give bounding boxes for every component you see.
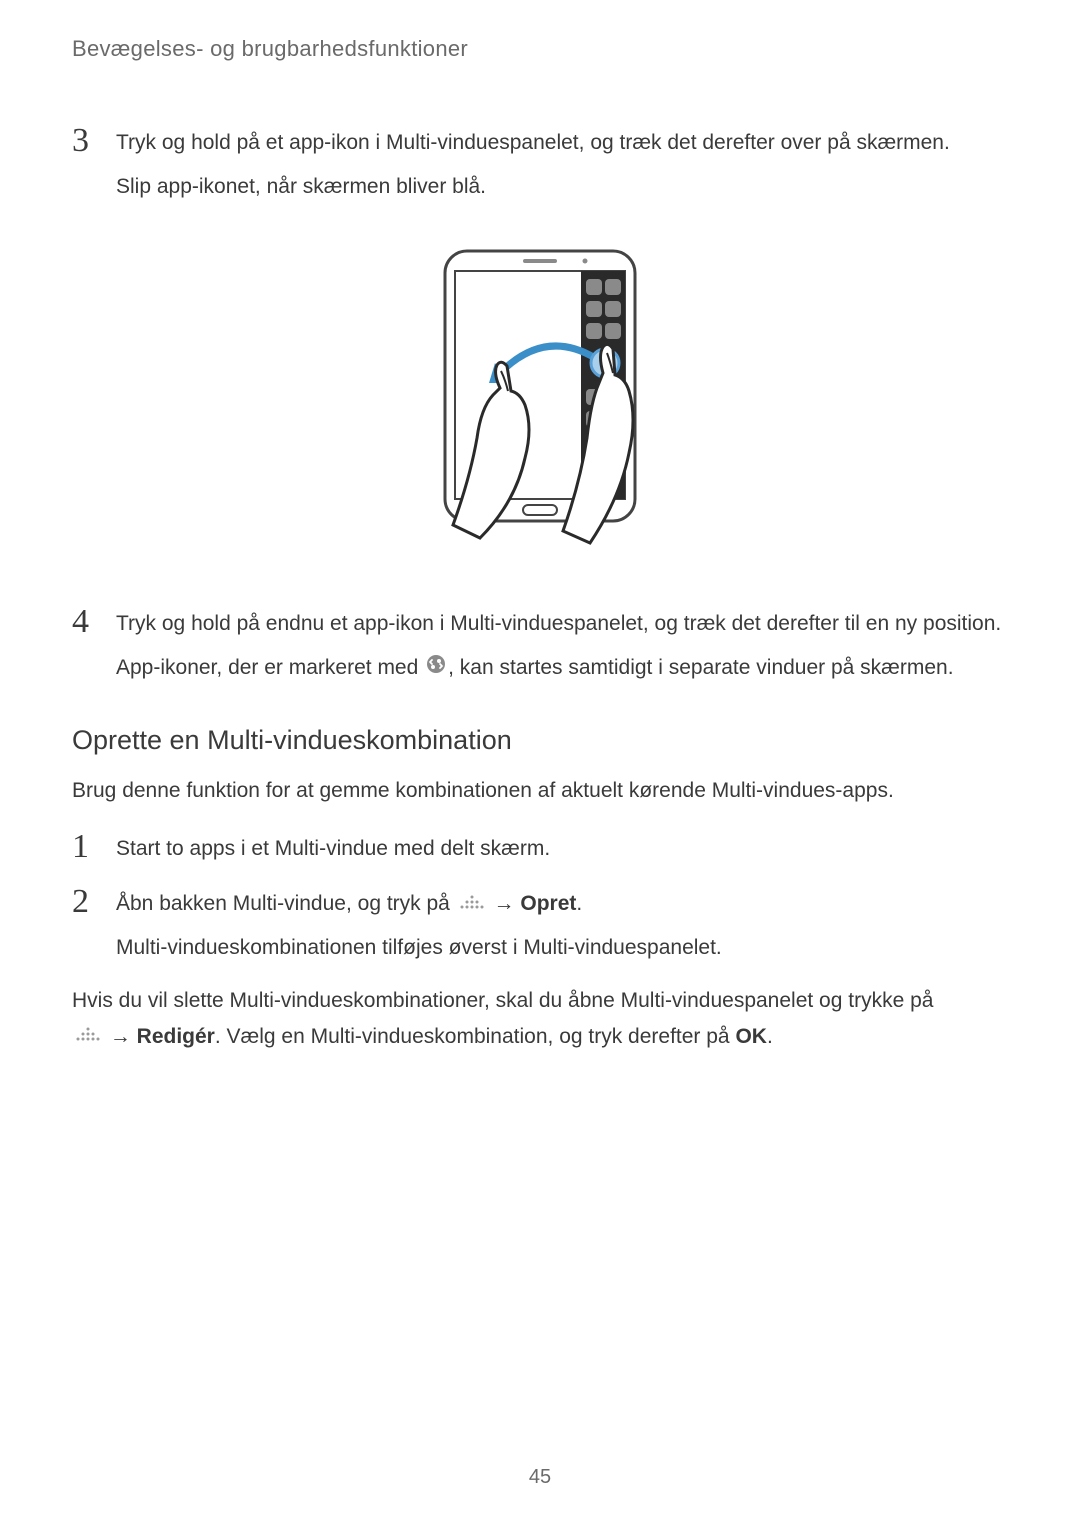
page-number: 45 (0, 1466, 1080, 1489)
step-4-line1: Tryk og hold på endnu et app-ikon i Mult… (116, 607, 1008, 641)
step-3-line2: Slip app-ikonet, når skærmen bliver blå. (116, 170, 1008, 204)
step-4-line2: App-ikoner, der er markeret med , kan st… (116, 651, 1008, 685)
step-1-number: 1 (72, 828, 116, 865)
step-2-opret: Opret (520, 892, 576, 915)
step-3-body: Tryk og hold på et app-ikon i Multi-vind… (116, 122, 1008, 213)
step-4: 4 Tryk og hold på endnu et app-ikon i Mu… (72, 603, 1008, 695)
step-3-number: 3 (72, 122, 116, 159)
closing-p6: . (767, 1025, 773, 1048)
step-2-line1: Åbn bakken Multi-vindue, og tryk på → Op… (116, 887, 1008, 921)
section-intro: Brug denne funktion for at gemme kombina… (72, 774, 1008, 808)
tray-dots-icon (458, 888, 486, 922)
closing-arrow: → (104, 1025, 137, 1048)
panel-icon (586, 323, 602, 339)
panel-icon (586, 301, 602, 317)
step-1-body: Start to apps i et Multi-vindue med delt… (116, 828, 1008, 876)
paired-apps-icon (426, 651, 446, 685)
phone-illustration (72, 243, 1008, 563)
step-1: 1 Start to apps i et Multi-vindue med de… (72, 828, 1008, 876)
step-4-line2b: , kan startes samtidigt i separate vindu… (448, 656, 953, 679)
phone-camera (583, 259, 588, 264)
step-3-line1: Tryk og hold på et app-ikon i Multi-vind… (116, 126, 1008, 160)
step-4-number: 4 (72, 603, 116, 640)
closing-p1: Hvis du vil slette Multi-vindueskombinat… (72, 989, 933, 1012)
panel-icon (605, 323, 621, 339)
step-2: 2 Åbn bakken Multi-vindue, og tryk på → … (72, 883, 1008, 975)
step-2-body: Åbn bakken Multi-vindue, og tryk på → Op… (116, 883, 1008, 975)
step-2-period: . (576, 892, 582, 915)
panel-icon (586, 279, 602, 295)
panel-icon (605, 301, 621, 317)
closing-rediger: Redigér (137, 1025, 215, 1048)
panel-icon (605, 279, 621, 295)
tray-dots-icon-2 (74, 1019, 102, 1055)
step-1-text: Start to apps i et Multi-vindue med delt… (116, 832, 1008, 866)
section-heading: Oprette en Multi-vindueskombination (72, 725, 1008, 756)
step-3: 3 Tryk og hold på et app-ikon i Multi-vi… (72, 122, 1008, 213)
step-4-body: Tryk og hold på endnu et app-ikon i Mult… (116, 603, 1008, 695)
step-2-line1a: Åbn bakken Multi-vindue, og tryk på (116, 892, 456, 915)
step-4-line2a: App-ikoner, der er markeret med (116, 656, 424, 679)
phone-speaker (523, 259, 557, 263)
step-2-number: 2 (72, 883, 116, 920)
closing-ok: OK (735, 1025, 767, 1048)
step-2-line2: Multi-vindueskombinationen tilføjes øver… (116, 931, 1008, 965)
header-title: Bevægelses- og brugbarhedsfunktioner (72, 36, 468, 61)
closing-para: Hvis du vil slette Multi-vindueskombinat… (72, 983, 1008, 1055)
closing-p4: . Vælg en Multi-vindueskombination, og t… (215, 1025, 736, 1048)
phone-drag-diagram (415, 243, 665, 563)
page-header: Bevægelses- og brugbarhedsfunktioner (72, 36, 1008, 62)
step-2-arrow: → (488, 892, 521, 915)
